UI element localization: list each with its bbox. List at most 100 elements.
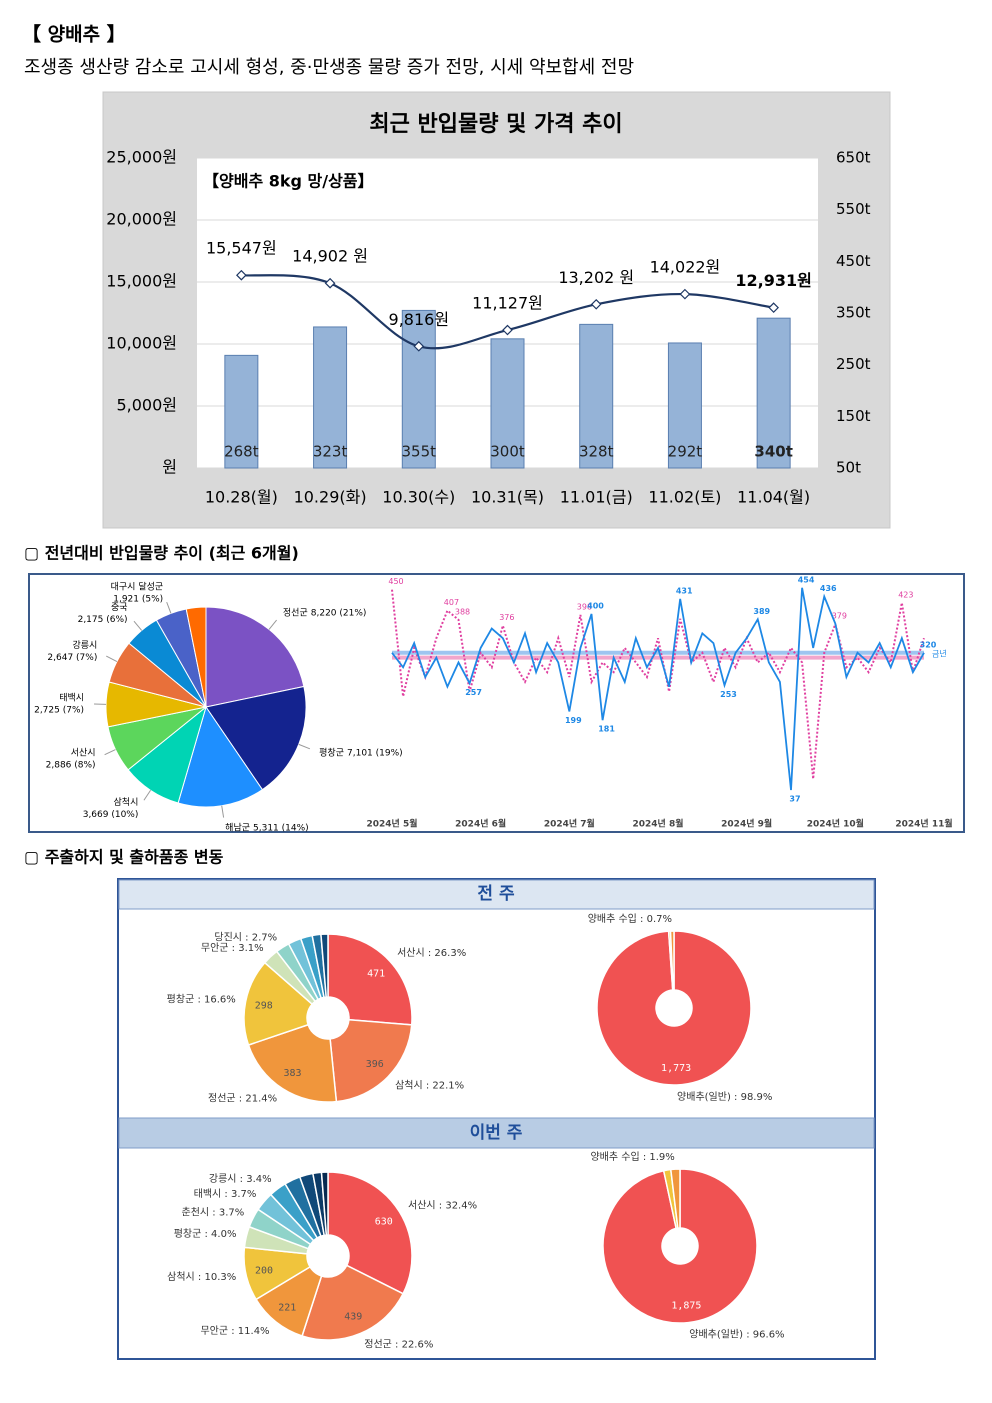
slice-label: 삼척시 : 10.3%: [167, 1271, 236, 1283]
slice-value-label: 471: [367, 969, 385, 980]
series-line: [391, 589, 925, 779]
bar: [667, 342, 702, 469]
leader-line: [104, 749, 116, 756]
slice-value-label: 1,875: [671, 1301, 701, 1312]
pie-label-value: 7,101 (19%): [347, 748, 403, 758]
line-value-label: 13,202 원: [558, 268, 634, 287]
pie-label-value: 2,886 (8%): [46, 760, 96, 770]
bar: [313, 326, 348, 469]
slice-label: 양배추 수입 : 0.7%: [588, 912, 672, 925]
y2-tick-label: 150t: [836, 407, 871, 425]
leader-line: [143, 789, 151, 801]
panel-title: 전 주: [477, 884, 515, 904]
line-marker: [502, 324, 513, 336]
slice-label: 당진시 : 2.7%: [214, 931, 277, 943]
donut-slice: [602, 1168, 758, 1324]
y-tick-label: 20,000원: [106, 210, 177, 229]
pie-label-value: 3,669 (10%): [83, 810, 139, 820]
chart-title: 최근 반입물량 및 가격 추이: [369, 112, 622, 137]
point-label: 450: [388, 577, 403, 586]
x-tick-label: 2024년 10월: [807, 818, 864, 830]
pie-label-category: 삼척시: [114, 797, 139, 808]
point-label: 379: [832, 612, 847, 621]
x-tick-label: 2024년 7월: [544, 818, 595, 830]
pie-slice: [205, 685, 307, 791]
donut-slice: [669, 1168, 681, 1229]
pie-label: 해남군 5,311 (14%): [225, 822, 308, 833]
pie-label-value: 2,175 (6%): [78, 615, 128, 625]
line-marker: [679, 288, 691, 300]
section-heading: ▢ 전년대비 반입물량 추이 (최근 6개월): [24, 544, 299, 563]
y-tick-label: 5,000원: [116, 396, 177, 415]
donut-slice: [301, 1264, 405, 1341]
pie-slice: [205, 606, 305, 708]
panel-header: [118, 1117, 875, 1149]
bar: [579, 323, 614, 469]
slice-label: 평창군 : 4.0%: [174, 1228, 237, 1240]
slice-label: 평창군 : 16.6%: [167, 993, 236, 1005]
line-value-label: 9,816원: [389, 310, 450, 329]
bar-value-label: 300t: [490, 443, 525, 461]
slice-label: 무안군 : 3.1%: [201, 942, 264, 954]
point-label: 181: [598, 725, 615, 734]
pie-label: 정선군 8,220 (21%): [283, 607, 367, 618]
panel-title: 이번 주: [470, 1123, 523, 1143]
y-tick-label: 원: [162, 458, 177, 477]
x-tick-label: 10.31(목): [471, 488, 544, 507]
bar-value-label: 328t: [579, 443, 614, 461]
slice-value-label: 383: [284, 1068, 302, 1079]
point-label: 454: [798, 575, 815, 584]
pie-label-value: 5,311 (14%): [253, 823, 309, 833]
pie-label: 평창군 7,101 (19%): [319, 747, 403, 758]
slice-label: 강릉시 : 3.4%: [209, 1173, 272, 1185]
line-marker: [413, 340, 425, 352]
y2-tick-label: 250t: [836, 355, 871, 373]
bar-value-label: 292t: [668, 443, 703, 461]
section-heading: ▢ 주출하지 및 출하품종 변동: [24, 848, 224, 867]
point-label: 400: [587, 601, 604, 610]
slice-value-label: 396: [366, 1059, 384, 1070]
leader-line: [133, 620, 143, 631]
line-value-label: 11,127원: [472, 294, 543, 313]
slice-label: 양배추(일반) : 96.6%: [689, 1328, 784, 1340]
donut-slice: [596, 930, 752, 1086]
pie-label-category: 중국: [111, 602, 128, 613]
point-label: 423: [898, 590, 913, 599]
pie-label-value: 8,220 (21%): [311, 608, 367, 618]
line-marker: [236, 269, 247, 281]
point-label: 376: [499, 613, 514, 622]
leader-line: [106, 655, 118, 662]
slice-value-label: 221: [278, 1302, 296, 1313]
bar: [490, 338, 525, 469]
line-value-label: 15,547원: [206, 239, 277, 258]
chart-annotation: 【양배추 8kg 망/상품】: [203, 172, 374, 191]
pie-slice: [185, 606, 207, 708]
y2-tick-label: 550t: [836, 200, 871, 218]
bar-value-label: 323t: [313, 443, 348, 461]
point-label: 388: [455, 607, 470, 616]
page-subtitle: 조생종 생산량 감소로 고시세 형성, 중·만생종 물량 증가 전망, 시세 약…: [24, 57, 634, 78]
line-marker: [590, 298, 602, 310]
slice-label: 양배추 수입 : 1.9%: [590, 1150, 674, 1163]
pie-label-category: 서산시: [71, 747, 96, 758]
x-tick-label: 10.29(화): [294, 488, 367, 507]
pie-label-value: 2,647 (7%): [47, 653, 97, 663]
series-line: [391, 587, 925, 791]
bar-value-label: 355t: [402, 443, 437, 461]
slice-value-label: 298: [255, 1000, 273, 1011]
point-label: 389: [753, 607, 770, 616]
bar: [756, 317, 791, 469]
bar: [224, 354, 259, 469]
x-tick-label: 2024년 5월: [366, 818, 417, 830]
pie-label-category: 평창군: [319, 747, 344, 758]
y-tick-label: 15,000원: [106, 272, 177, 291]
slice-label: 춘천시 : 3.7%: [182, 1206, 245, 1218]
line-value-label: 14,902 원: [292, 247, 368, 266]
bar: [401, 309, 436, 469]
donut-slice: [329, 1018, 413, 1103]
x-tick-label: 2024년 8월: [632, 818, 683, 830]
donut-slice: [243, 961, 314, 1046]
y-tick-label: 10,000원: [106, 334, 177, 353]
